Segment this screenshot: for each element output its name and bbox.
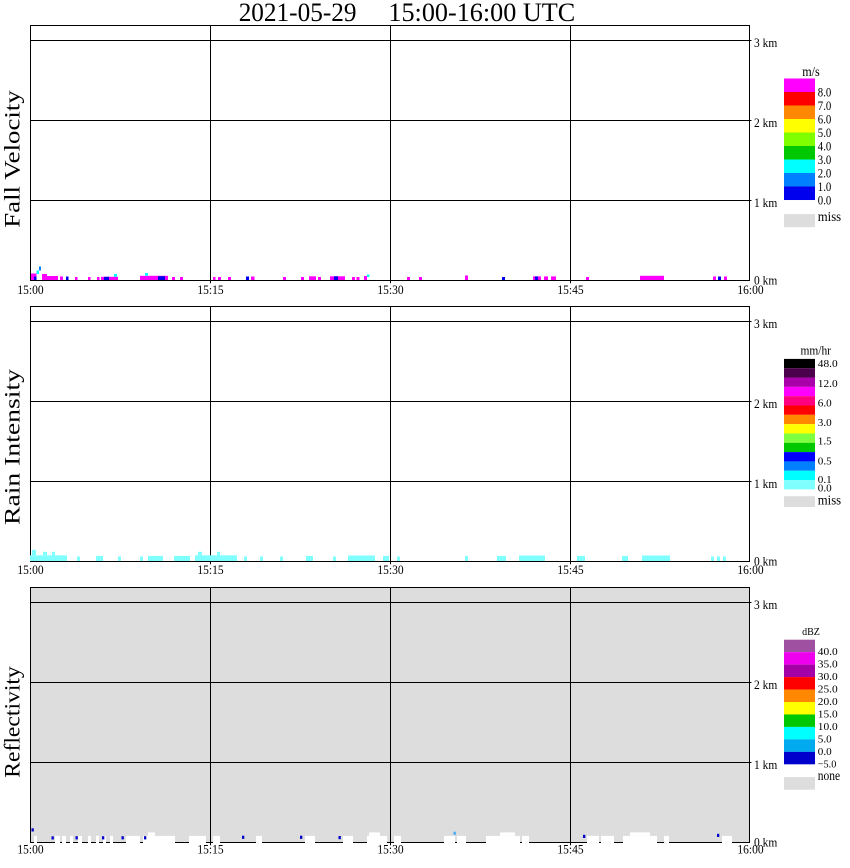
svg-text:2 km: 2 km: [754, 396, 777, 411]
svg-text:15:15: 15:15: [197, 842, 223, 857]
svg-text:0.0: 0.0: [818, 193, 832, 208]
svg-text:2.0: 2.0: [818, 166, 832, 181]
svg-text:Reflectivity: Reflectivity: [0, 666, 25, 778]
svg-text:0.0: 0.0: [818, 746, 832, 758]
svg-text:1.5: 1.5: [818, 436, 832, 448]
svg-text:0.1: 0.1: [818, 474, 832, 486]
svg-text:15:45: 15:45: [557, 842, 583, 857]
svg-text:15:00: 15:00: [17, 842, 43, 857]
svg-text:7.0: 7.0: [818, 98, 832, 113]
svg-text:0 km: 0 km: [754, 554, 777, 569]
svg-text:mm/hr: mm/hr: [801, 343, 832, 358]
svg-text:dBZ: dBZ: [802, 627, 820, 638]
svg-text:15:45: 15:45: [557, 282, 583, 297]
svg-text:40.0: 40.0: [818, 646, 838, 658]
svg-text:16:00: 16:00: [737, 562, 763, 577]
svg-text:15:30: 15:30: [377, 842, 403, 857]
svg-text:3.0: 3.0: [818, 417, 832, 429]
svg-text:5.0: 5.0: [818, 733, 832, 745]
svg-text:35.0: 35.0: [818, 659, 838, 671]
svg-text:16:00: 16:00: [737, 282, 763, 297]
svg-text:2 km: 2 km: [754, 115, 777, 130]
svg-text:25.0: 25.0: [818, 684, 838, 696]
svg-text:1 km: 1 km: [754, 757, 777, 772]
svg-text:miss: miss: [818, 493, 841, 508]
svg-text:miss: miss: [818, 210, 841, 225]
svg-text:m/s: m/s: [802, 64, 820, 79]
svg-text:4.0: 4.0: [818, 139, 832, 154]
svg-text:3.0: 3.0: [818, 152, 832, 167]
svg-text:6.0: 6.0: [818, 112, 832, 127]
svg-text:15:45: 15:45: [557, 562, 583, 577]
svg-text:15:30: 15:30: [377, 282, 403, 297]
svg-text:3 km: 3 km: [754, 35, 777, 50]
svg-text:16:00: 16:00: [737, 842, 763, 857]
svg-text:Rain Intensity: Rain Intensity: [0, 369, 25, 525]
svg-text:15.0: 15.0: [818, 708, 838, 720]
svg-text:1.0: 1.0: [818, 179, 832, 194]
svg-text:20.0: 20.0: [818, 696, 838, 708]
svg-text:none: none: [818, 769, 840, 784]
svg-text:0.5: 0.5: [818, 455, 832, 467]
svg-text:12.0: 12.0: [818, 378, 838, 390]
svg-text:15:15: 15:15: [197, 282, 223, 297]
svg-text:1 km: 1 km: [754, 195, 777, 210]
svg-text:0 km: 0 km: [754, 273, 777, 288]
svg-text:−5.0: −5.0: [818, 758, 837, 770]
svg-text:15:15: 15:15: [197, 562, 223, 577]
svg-text:30.0: 30.0: [818, 671, 838, 683]
svg-text:15:00-16:00 UTC: 15:00-16:00 UTC: [388, 0, 575, 27]
svg-text:2 km: 2 km: [754, 677, 777, 692]
svg-text:0.0: 0.0: [818, 482, 832, 494]
svg-text:1 km: 1 km: [754, 476, 777, 491]
svg-text:15:00: 15:00: [17, 282, 43, 297]
svg-text:3 km: 3 km: [754, 597, 777, 612]
svg-text:15:00: 15:00: [17, 562, 43, 577]
svg-text:5.0: 5.0: [818, 125, 832, 140]
svg-text:Fall Velocity: Fall Velocity: [0, 90, 25, 228]
svg-text:8.0: 8.0: [818, 85, 832, 100]
svg-text:10.0: 10.0: [818, 721, 838, 733]
svg-text:0 km: 0 km: [754, 835, 777, 850]
svg-text:2021-05-29: 2021-05-29: [239, 0, 357, 27]
svg-text:6.0: 6.0: [818, 398, 832, 410]
svg-text:3 km: 3 km: [754, 316, 777, 331]
svg-text:48.0: 48.0: [818, 358, 838, 370]
svg-text:15:30: 15:30: [377, 562, 403, 577]
